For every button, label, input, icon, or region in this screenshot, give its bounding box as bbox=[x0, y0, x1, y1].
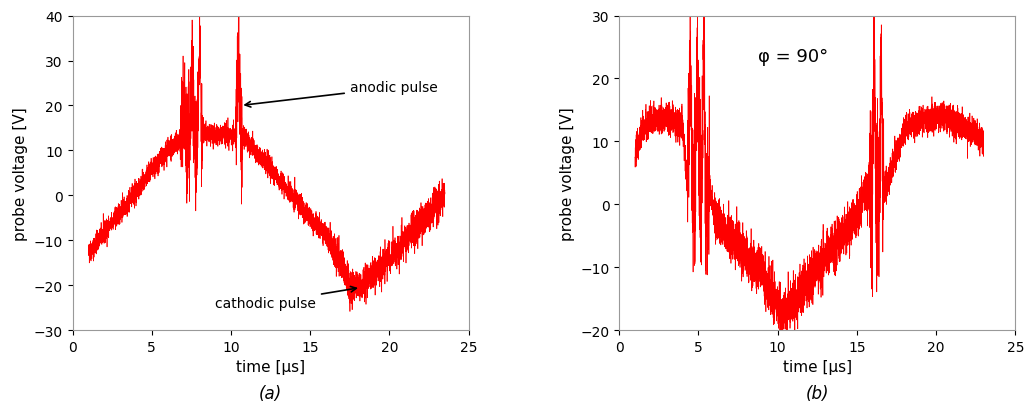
X-axis label: time [μs]: time [μs] bbox=[782, 360, 852, 375]
Y-axis label: probe voltage [V]: probe voltage [V] bbox=[13, 107, 28, 240]
Y-axis label: probe voltage [V]: probe voltage [V] bbox=[559, 107, 575, 240]
Text: (b): (b) bbox=[805, 384, 829, 402]
Text: (a): (a) bbox=[259, 384, 282, 402]
Text: cathodic pulse: cathodic pulse bbox=[215, 287, 356, 311]
X-axis label: time [μs]: time [μs] bbox=[236, 360, 306, 375]
Text: anodic pulse: anodic pulse bbox=[246, 81, 437, 108]
Text: φ = 90°: φ = 90° bbox=[757, 48, 828, 66]
